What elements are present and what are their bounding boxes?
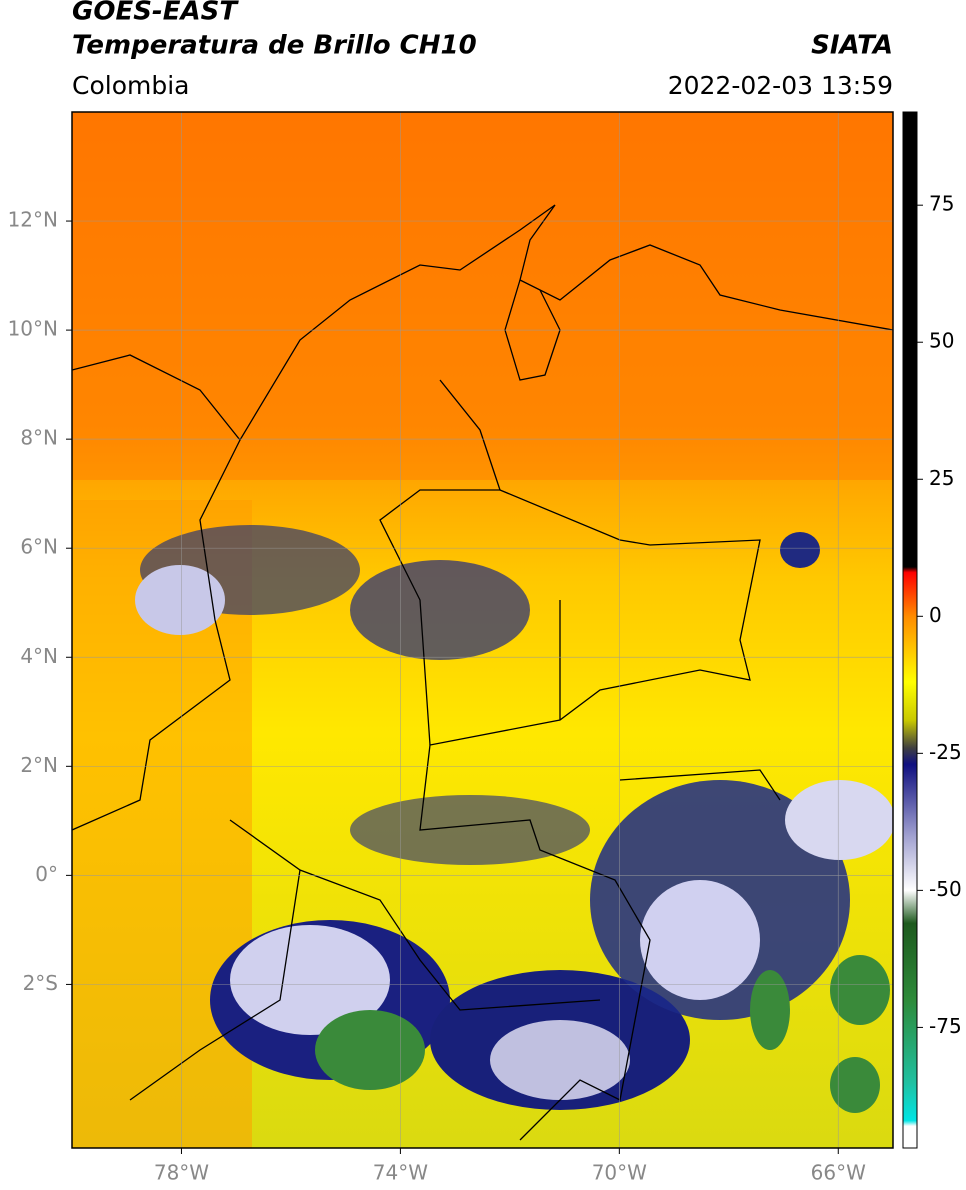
y-tick-label: 8°N: [20, 426, 58, 450]
x-tick-label: 66°W: [811, 1161, 866, 1185]
colorbar-tick-label: -75: [929, 1014, 962, 1038]
y-tick-label: 2°S: [23, 971, 58, 995]
borders: [72, 204, 893, 1141]
x-tick-label: 70°W: [592, 1161, 647, 1185]
colorbar-tick-label: 50: [929, 329, 954, 353]
datetime: 2022-02-03 13:59: [668, 71, 893, 100]
colorbar: [902, 111, 918, 1149]
imagery: [72, 112, 893, 1148]
y-tick-label: 12°N: [8, 208, 58, 232]
x-tick-label: 74°W: [373, 1161, 428, 1185]
warm-zone: [72, 112, 893, 480]
x-tick-label: 78°W: [154, 1161, 209, 1185]
y-tick-label: 6°N: [20, 535, 58, 559]
y-tick-label: 4°N: [20, 644, 58, 668]
colorbar-tick-label: -25: [929, 740, 962, 764]
y-tick-label: 10°N: [8, 317, 58, 341]
subtitle: Temperatura de Brillo CH10: [72, 31, 477, 61]
colorbar-tick-label: 25: [929, 466, 954, 490]
map-frame: [71, 111, 894, 1149]
colorbar-tick-label: 0: [929, 603, 942, 627]
title: GOES-EAST: [72, 0, 239, 27]
cloud-tops: [135, 525, 893, 1113]
colorbar-tick-label: -50: [929, 877, 962, 901]
y-tick-label: 2°N: [20, 753, 58, 777]
y-tick-label: 0°: [35, 862, 58, 886]
source: SIATA: [811, 31, 893, 61]
region: Colombia: [72, 71, 189, 100]
colorbar-tick-label: 75: [929, 192, 954, 216]
